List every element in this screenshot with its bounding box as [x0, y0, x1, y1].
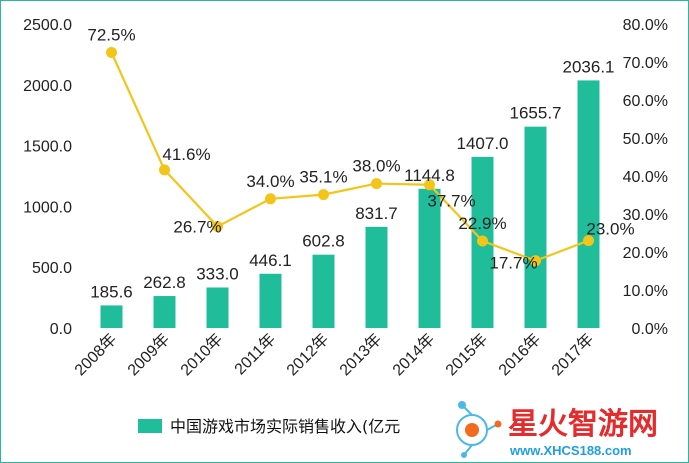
growth-point — [265, 193, 276, 205]
growth-point — [424, 179, 435, 191]
x-axis-tick-label: 2009年 — [124, 330, 173, 379]
x-axis-labels: 2008年 2009年 2010年 2011年 2012年 2013年 2014年 2015年… — [71, 330, 597, 379]
right-axis-tick-label: 30.0% — [623, 207, 668, 224]
watermark-url: www.XHCS188.com — [509, 443, 632, 458]
x-axis-tick-label: 2014年 — [389, 330, 438, 379]
bar-value-label: 446.1 — [249, 251, 292, 270]
growth-point — [530, 255, 541, 267]
bar — [259, 273, 282, 328]
growth-point — [583, 235, 594, 247]
bar — [100, 305, 123, 328]
line-value-label: 37.7% — [427, 192, 475, 211]
bar-value-label: 1407.0 — [457, 134, 509, 153]
line-value-label: 26.7% — [173, 218, 221, 237]
x-axis-tick-label: 2016年 — [495, 330, 544, 379]
legend-label: 中国游戏市场实际销售收入(亿元 — [170, 417, 400, 436]
line-value-label: 23.0% — [586, 220, 634, 239]
watermark-logo-icon — [456, 401, 502, 458]
right-axis-tick-label: 0.0% — [632, 321, 668, 338]
line-series — [106, 47, 594, 267]
right-axis-tick-label: 40.0% — [623, 169, 668, 186]
growth-line — [110, 52, 589, 262]
right-axis-tick-label: 10.0% — [623, 283, 668, 300]
line-value-label: 35.1% — [299, 168, 347, 187]
legend: 中国游戏市场实际销售收入(亿元 — [138, 417, 400, 436]
growth-point — [106, 47, 117, 58]
bar-value-label: 831.7 — [355, 204, 398, 223]
growth-point — [371, 178, 382, 190]
watermark-title: 星火智游网 — [508, 407, 658, 442]
bar — [153, 296, 176, 328]
left-axis-tick-label: 500.0 — [32, 260, 72, 277]
x-axis-tick-label: 2015年 — [442, 330, 491, 379]
growth-point — [212, 221, 223, 233]
right-axis-tick-label: 80.0% — [623, 17, 668, 34]
left-axis: 0.0 500.0 1000.0 1500.0 2000.0 2500.0 — [23, 17, 72, 338]
x-axis-tick-label: 2008年 — [71, 330, 120, 379]
bar — [524, 126, 547, 329]
bar — [206, 287, 229, 328]
left-axis-tick-label: 0.0 — [50, 321, 72, 338]
bar-value-label: 333.0 — [196, 265, 239, 284]
line-value-label: 22.9% — [458, 214, 506, 233]
bar — [418, 188, 441, 328]
line-value-label: 41.6% — [162, 145, 210, 164]
x-axis-tick-label: 2017年 — [548, 330, 597, 379]
bar — [312, 254, 335, 328]
left-axis-tick-label: 2500.0 — [23, 17, 72, 34]
right-axis: 0.0% 10.0% 20.0% 30.0% 40.0% 50.0% 60.0% 70.0% 8… — [623, 17, 668, 338]
line-value-label: 38.0% — [352, 157, 400, 176]
bar — [365, 226, 388, 328]
x-axis-tick-label: 2013年 — [336, 330, 385, 379]
left-axis-tick-label: 1500.0 — [23, 139, 72, 156]
watermark: 星火智游网 www.XHCS188.com — [456, 401, 658, 458]
line-data-labels: 72.5% 41.6% 26.7% 34.0% 35.1% 38.0% 37.7% 22.9%… — [87, 26, 634, 273]
growth-point — [159, 164, 170, 176]
bar — [577, 80, 600, 328]
bar-value-label: 602.8 — [302, 232, 345, 251]
line-value-label: 34.0% — [246, 172, 294, 191]
line-value-label: 72.5% — [87, 26, 135, 45]
x-axis-tick-label: 2010年 — [177, 330, 226, 379]
right-axis-tick-label: 50.0% — [623, 131, 668, 148]
legend-swatch — [138, 419, 162, 433]
line-value-label: 17.7% — [489, 254, 537, 273]
x-axis-tick-label: 2012年 — [283, 330, 332, 379]
bar-series — [100, 80, 600, 329]
left-axis-tick-label: 1000.0 — [23, 199, 72, 216]
right-axis-tick-label: 70.0% — [623, 55, 668, 72]
bar-value-label: 1655.7 — [510, 104, 562, 123]
bar-value-label: 262.8 — [143, 273, 186, 292]
growth-point — [477, 235, 488, 247]
left-axis-tick-label: 2000.0 — [23, 78, 72, 95]
bar-value-label: 1144.8 — [404, 166, 455, 185]
x-axis-tick-label: 2011年 — [231, 330, 279, 378]
growth-point — [318, 189, 329, 201]
bar-value-label: 185.6 — [90, 282, 133, 301]
bar-data-labels: 185.6 262.8 333.0 446.1 602.8 831.7 1144.81407… — [90, 57, 614, 301]
right-axis-tick-label: 60.0% — [623, 93, 668, 110]
bar-value-label: 2036.1 — [563, 57, 615, 76]
right-axis-tick-label: 20.0% — [623, 245, 668, 262]
